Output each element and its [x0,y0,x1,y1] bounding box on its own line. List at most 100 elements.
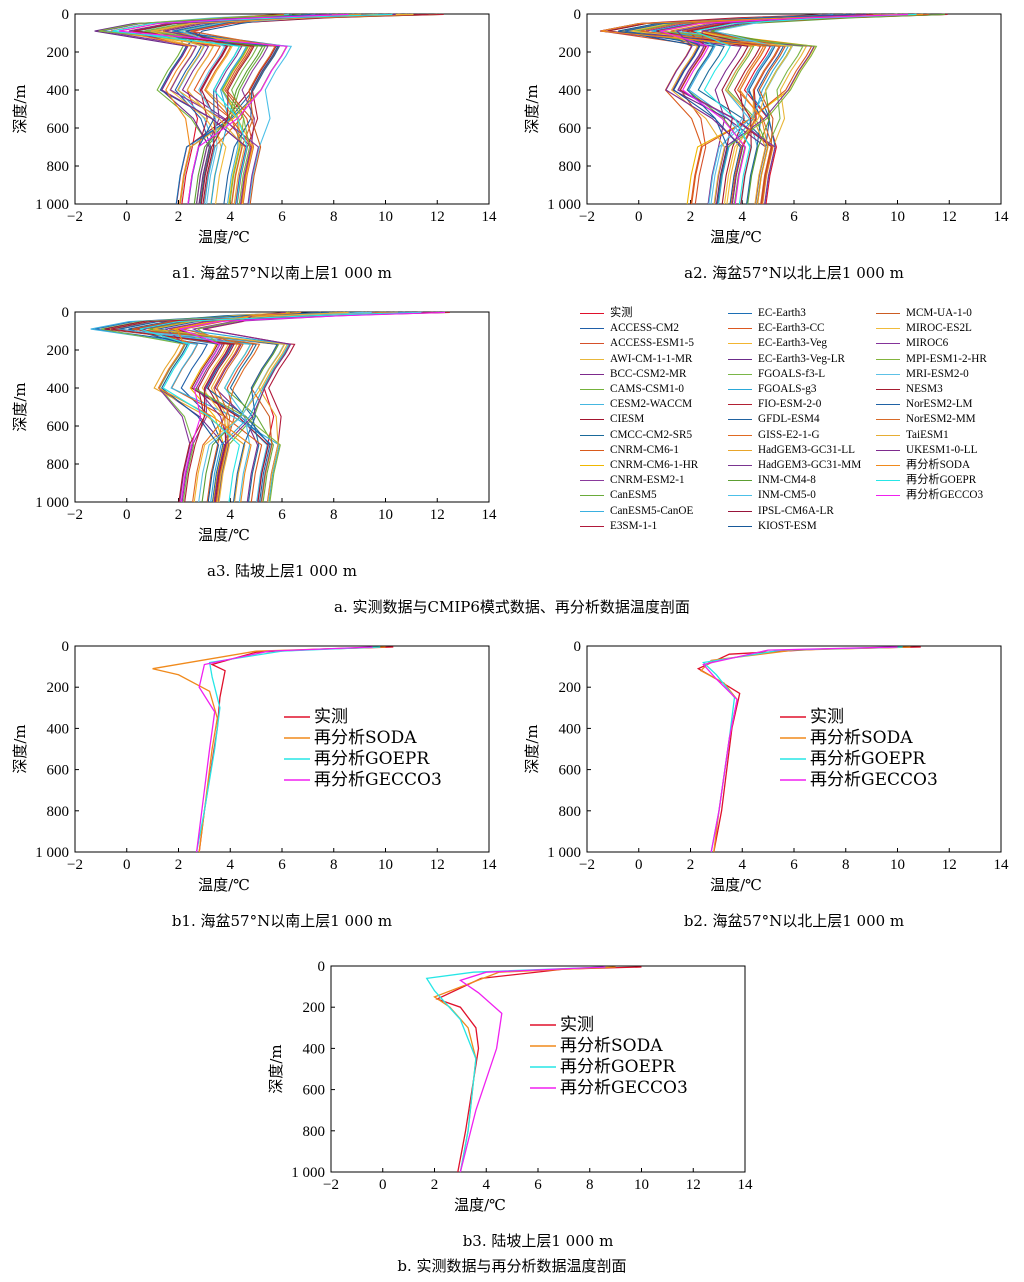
legend-swatch [580,373,604,375]
series-line [710,13,834,205]
legend-swatch [876,328,900,330]
y-tick-label: 800 [303,1124,326,1140]
x-tick-label: 0 [123,209,131,225]
legend-label: HadGEM3-GC31-MM [758,459,862,471]
plot-frame [586,645,1002,853]
legend-label: FIO-ESM-2-0 [758,398,822,411]
legend-label: INM-CM4-8 [758,474,816,487]
x-tick-label: 6 [278,857,286,873]
x-tick-label: 6 [278,209,286,225]
series-line [660,13,909,205]
series-line [458,966,606,1173]
x-tick-label: 10 [890,209,905,225]
legend-label: GISS-E2-1-G [758,428,820,441]
series-line [139,311,422,503]
plot-frame [74,311,490,503]
legend-swatch [728,480,752,482]
x-tick-label: 14 [482,209,498,225]
x-tick-label: 10 [890,857,905,873]
y-tick-label: 1 000 [35,197,69,213]
panel-a2: −2 0 2 4 6 8 10 12 14 0 200 400 600 800 1 000 温度/℃ 深度/m a… [512,0,1024,290]
legend-label: 再分析GOEPR [560,1057,676,1077]
x-tick-label: 2 [175,209,183,225]
y-tick-label: 800 [47,804,70,820]
series-line [202,311,292,503]
legend-swatch [580,343,604,345]
chart-svg: −2 0 2 4 6 8 10 12 14 0 200 400 600 800 1 000 温度/℃ 深度/m 实… [523,639,1009,894]
legend-label: NESM3 [906,383,943,395]
legend-swatch [728,449,752,451]
x-tick-label: 14 [482,857,498,873]
panel-a3: −2 0 2 4 6 8 10 12 14 0 200 400 600 800 1 000 温度/℃ 深度/m a… [0,298,512,588]
legend-swatch [728,343,752,345]
x-tick-label: 6 [278,507,286,523]
y-tick-label: 400 [47,381,70,397]
series-line [152,311,349,503]
legend-swatch [876,373,900,375]
x-tick-label: 12 [942,209,957,225]
legend-label: CanESM5 [610,489,657,502]
y-axis-title: 深度/m [11,724,29,773]
legend-label: KIOST-ESM [758,519,817,532]
panel-caption: b3. 陆坡上层1 000 m [462,1232,614,1250]
x-tick-label: 4 [483,1177,491,1193]
legend-label: EC-Earth3-Veg-LR [758,352,845,365]
series-line [435,966,642,1173]
legend-label: 实测 [610,307,633,319]
x-tick-label: 2 [687,209,695,225]
legend-swatch [580,449,604,451]
legend-swatch [728,495,752,497]
legend-label: CanESM5-CanOE [610,504,694,517]
y-tick-label: 0 [574,639,582,655]
x-tick-label: 4 [227,507,235,523]
legend-swatch [728,419,752,421]
series-line [619,13,856,205]
panel-b2: −2 0 2 4 6 8 10 12 14 0 200 400 600 800 1 000 温度/℃ 深度/m 实… [512,632,1024,932]
legend-label: 再分析SODA [560,1036,663,1056]
panel-a1: −2 0 2 4 6 8 10 12 14 0 200 400 600 800 1 000 温度/℃ 深度/m a… [0,0,512,290]
x-tick-label: 8 [330,209,338,225]
x-tick-label: −2 [579,857,595,873]
x-axis-title: 温度/℃ [198,526,250,544]
y-tick-label: 600 [47,121,70,137]
x-tick-label: 6 [790,857,798,873]
series-line [189,13,345,205]
panel-caption: a2. 海盆57°N以北上层1 000 m [684,264,904,282]
y-tick-label: 0 [62,305,70,321]
legend-label: CNRM-CM6-1-HR [610,459,699,471]
panel-b3: −2 0 2 4 6 8 10 12 14 0 200 400 600 800 1 000 温度/℃ 深度/m 实… [256,952,768,1252]
x-tick-label: −2 [67,857,83,873]
legend-label: 再分析GECCO3 [560,1078,688,1098]
legend-label: CAMS-CSM1-0 [610,383,684,395]
y-tick-label: 200 [47,45,70,61]
x-tick-label: 0 [123,507,131,523]
x-tick-label: 8 [586,1177,594,1193]
y-tick-label: 1 000 [547,845,581,861]
legend-label: EC-Earth3-Veg [758,337,827,350]
y-tick-label: 1 000 [35,845,69,861]
legend-label: FGOALS-g3 [758,383,817,395]
legend-swatch [580,465,604,466]
series-line [618,13,855,205]
x-tick-label: −2 [67,209,83,225]
x-tick-label: 2 [431,1177,439,1193]
legend-label: 实测 [314,707,348,727]
legend-swatch [580,434,604,436]
x-tick-label: 8 [330,857,338,873]
y-tick-label: 200 [559,680,582,696]
legend-label: 实测 [810,707,844,727]
legend-swatch [876,434,900,436]
legend-label: 再分析SODA [314,728,417,748]
legend-swatch [876,358,900,360]
series-line [150,13,414,205]
legend-label: 再分析GOEPR [314,749,430,769]
legend-swatch [580,480,604,482]
panel-caption: b2. 海盆57°N以北上层1 000 m [683,912,905,930]
chart-svg: −2 0 2 4 6 8 10 12 14 0 200 400 600 800 1 000 温度/℃ 深度/m [11,305,497,544]
y-axis-title: 深度/m [523,84,541,133]
x-tick-label: −2 [67,507,83,523]
legend-label: 再分析SODA [810,728,913,748]
series-line [181,311,434,503]
x-tick-label: −2 [579,209,595,225]
y-tick-label: 200 [303,1000,326,1016]
